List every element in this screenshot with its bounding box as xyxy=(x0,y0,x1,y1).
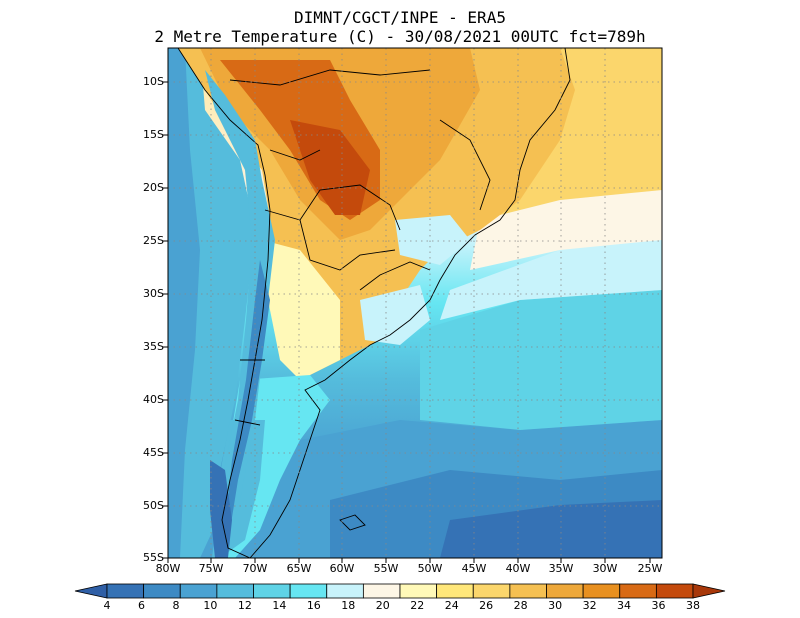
map-title-line-1: DIMNT/CGCT/INPE - ERA5 xyxy=(294,8,506,27)
colorbar-label: 20 xyxy=(375,599,390,612)
colorbar-box xyxy=(509,583,547,599)
colorbar-label: 30 xyxy=(548,599,563,612)
lon-label-70w: 70W xyxy=(242,562,268,575)
andes-zone-14c xyxy=(205,70,275,558)
border-bolivia-peru xyxy=(269,149,321,161)
colorbar-box xyxy=(289,583,328,599)
colorbar-label: 4 xyxy=(103,599,111,612)
temperature-field xyxy=(168,48,662,558)
colorbar-box xyxy=(106,583,145,599)
grid-lines xyxy=(168,48,662,558)
colorbar-label: 12 xyxy=(237,599,252,612)
lon-label-40w: 40W xyxy=(505,562,531,575)
border-bolivia-paraguay xyxy=(264,184,401,231)
axis-ticks xyxy=(163,81,651,563)
state-borders xyxy=(439,119,491,211)
colorbar-label: 38 xyxy=(686,599,700,612)
border-chile-argentina-2 xyxy=(234,419,261,426)
colorbar-label: 22 xyxy=(410,599,425,612)
colorbar-label: 28 xyxy=(513,599,528,612)
colorbar-box xyxy=(216,583,254,599)
south-atlantic-zone-8c xyxy=(440,500,662,558)
coastlines-and-borders xyxy=(177,48,571,558)
lon-label-65w: 65W xyxy=(286,562,312,575)
colorbar-label: 16 xyxy=(306,599,321,612)
colorbar-label: 10 xyxy=(203,599,218,612)
colorbar-box xyxy=(253,583,291,599)
mid-atlantic-zone-14c xyxy=(420,290,662,430)
colorbar-box xyxy=(179,583,218,599)
north-atlantic-zone-20c xyxy=(470,190,662,270)
lon-label-25w: 25W xyxy=(637,562,663,575)
lon-label-60w: 60W xyxy=(329,562,355,575)
border-north xyxy=(229,69,431,86)
colorbar-box xyxy=(582,583,621,599)
lat-label-55s: 55S xyxy=(143,551,164,564)
lon-label-80w: 80W xyxy=(155,562,181,575)
colorbar-label: 14 xyxy=(272,599,287,612)
border-argentina-paraguay xyxy=(299,219,396,271)
southern-andes-zone-8c xyxy=(210,460,232,558)
colorbar xyxy=(74,583,726,599)
lat-label-20s: 20S xyxy=(143,181,164,194)
map-title-line-2: 2 Metre Temperature (C) - 30/08/2021 00U… xyxy=(154,27,646,46)
colorbar-box xyxy=(436,583,474,599)
pacific-zone-12c xyxy=(168,48,200,558)
lon-label-35w: 35W xyxy=(548,562,574,575)
colorbar-label: 8 xyxy=(172,599,180,612)
colorbar-box xyxy=(143,583,181,599)
lon-label-30w: 30W xyxy=(592,562,618,575)
colorbar-label: 36 xyxy=(651,599,666,612)
colorbar-box xyxy=(655,583,694,599)
lon-label-45w: 45W xyxy=(461,562,487,575)
falkland-islands xyxy=(339,514,366,531)
colorbar-arrow-high xyxy=(692,583,726,599)
lat-label-35s: 35S xyxy=(143,340,164,353)
argentina-zone-22c xyxy=(262,240,340,380)
lat-label-45s: 45S xyxy=(143,446,164,459)
mid-atlantic-zone-18c xyxy=(440,240,662,320)
east-coastline xyxy=(249,48,571,558)
border-uruguay xyxy=(359,261,431,291)
colorbar-label: 26 xyxy=(479,599,494,612)
colorbar-label: 6 xyxy=(137,599,145,612)
colorbar-box xyxy=(326,583,364,599)
lat-label-30s: 30S xyxy=(143,287,164,300)
uruguay-zone-18c xyxy=(360,285,430,345)
lat-label-50s: 50S xyxy=(143,499,164,512)
west-coastline xyxy=(177,48,271,558)
lat-label-40s: 40S xyxy=(143,393,164,406)
map-frame xyxy=(167,47,663,559)
south-brazil-zone-18c xyxy=(395,215,470,265)
colorbar-label: 32 xyxy=(582,599,597,612)
colorbar-label: 34 xyxy=(617,599,632,612)
land-zone-36c xyxy=(290,120,370,215)
colorbar-box xyxy=(619,583,657,599)
andes-zone-10c xyxy=(225,260,270,530)
lat-label-15s: 15S xyxy=(143,128,164,141)
colorbar-box xyxy=(362,583,401,599)
colorbar-box xyxy=(472,583,511,599)
lat-label-25s: 25S xyxy=(143,234,164,247)
colorbar-label: 24 xyxy=(444,599,459,612)
lon-label-55w: 55W xyxy=(373,562,399,575)
colorbar-box xyxy=(546,583,584,599)
lat-label-10s: 10S xyxy=(143,75,164,88)
lon-label-50w: 50W xyxy=(417,562,443,575)
colorbar-label: 18 xyxy=(341,599,356,612)
colorbar-box xyxy=(399,583,438,599)
lon-label-75w: 75W xyxy=(198,562,224,575)
colorbar-arrow-low xyxy=(74,583,108,599)
